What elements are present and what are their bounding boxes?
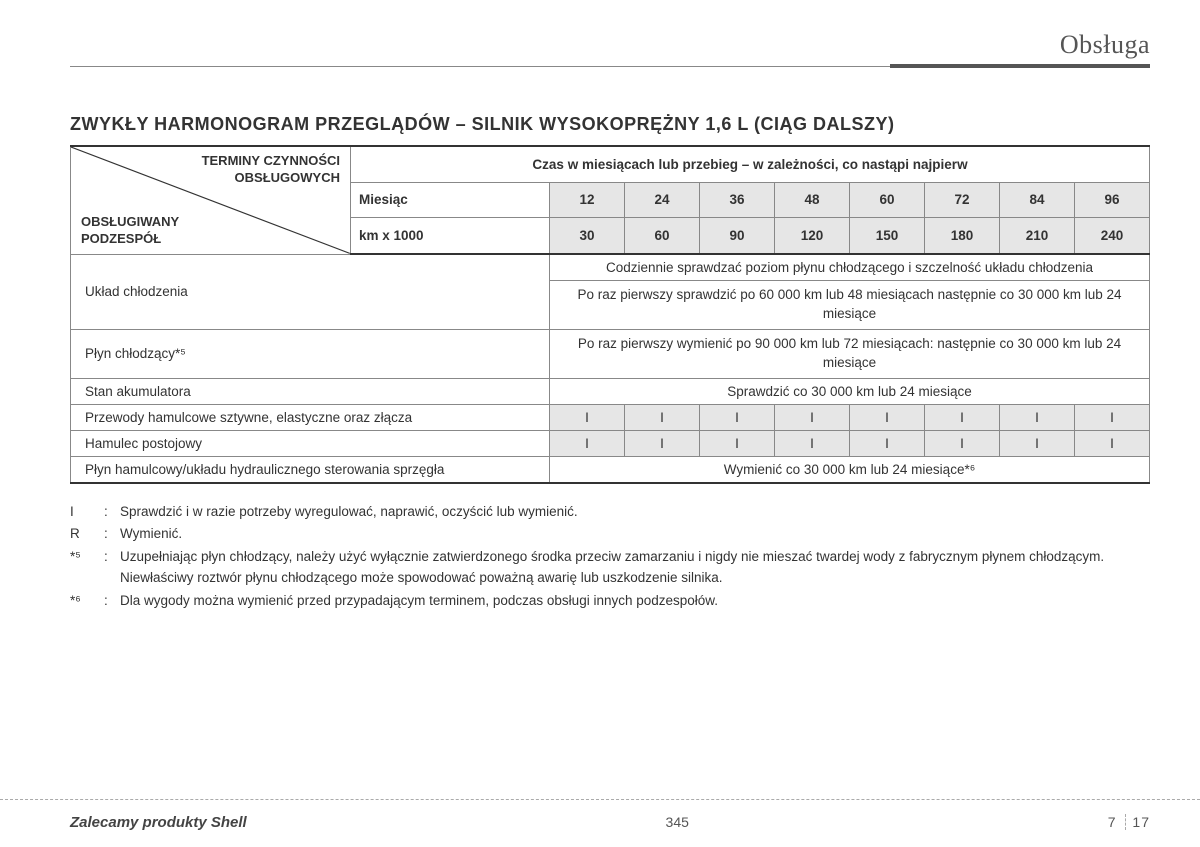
km-col: 30	[550, 218, 625, 254]
check-mark: I	[850, 430, 925, 456]
page-number-section: 7	[1108, 814, 1117, 830]
check-mark: I	[700, 430, 775, 456]
table-title: ZWYKŁY HARMONOGRAM PRZEGLĄDÓW – SILNIK W…	[70, 114, 1150, 135]
component-name: Układ chłodzenia	[71, 254, 550, 329]
page-footer: Zalecamy produkty Shell 345 7 17	[0, 799, 1200, 831]
check-mark: I	[1075, 404, 1150, 430]
month-col: 72	[925, 182, 1000, 218]
component-name: Hamulec postojowy	[71, 430, 550, 456]
km-col: 120	[775, 218, 850, 254]
check-mark: I	[700, 404, 775, 430]
month-row-label: Miesiąc	[351, 182, 550, 218]
component-name: Płyn hamulcowy/układu hydraulicznego ste…	[71, 456, 550, 483]
instruction-text: Po raz pierwszy wymienić po 90 000 km lu…	[550, 329, 1150, 378]
km-col: 150	[850, 218, 925, 254]
check-mark: I	[1075, 430, 1150, 456]
check-mark: I	[850, 404, 925, 430]
diag-bottom-line2: PODZESPÓŁ	[81, 231, 161, 246]
check-mark: I	[625, 430, 700, 456]
km-col: 90	[700, 218, 775, 254]
check-mark: I	[625, 404, 700, 430]
interval-header: Czas w miesiącach lub przebieg – w zależ…	[351, 146, 1150, 182]
note-key: *⁶	[70, 591, 104, 612]
note-text: Sprawdzić i w razie potrzeby wyregulować…	[120, 502, 1150, 523]
footer-brand-note: Zalecamy produkty Shell	[70, 814, 247, 831]
km-col: 240	[1075, 218, 1150, 254]
check-mark: I	[775, 404, 850, 430]
instruction-text: Wymienić co 30 000 km lub 24 miesiące*⁶	[550, 456, 1150, 483]
instruction-text: Po raz pierwszy sprawdzić po 60 000 km l…	[550, 281, 1150, 330]
maintenance-schedule-table: TERMINY CZYNNOŚCI OBSŁUGOWYCH OBSŁUGIWAN…	[70, 145, 1150, 484]
diag-bottom-line1: OBSŁUGIWANY	[81, 214, 179, 229]
page-section-title: Obsługa	[1060, 30, 1150, 59]
check-mark: I	[925, 404, 1000, 430]
month-col: 48	[775, 182, 850, 218]
diag-top-line1: TERMINY CZYNNOŚCI	[202, 153, 340, 168]
component-name: Przewody hamulcowe sztywne, elastyczne o…	[71, 404, 550, 430]
check-mark: I	[550, 430, 625, 456]
check-mark: I	[1000, 404, 1075, 430]
instruction-text: Sprawdzić co 30 000 km lub 24 miesiące	[550, 378, 1150, 404]
km-row-label: km x 1000	[351, 218, 550, 254]
check-mark: I	[1000, 430, 1075, 456]
legend-notes: I : Sprawdzić i w razie potrzeby wyregul…	[70, 502, 1150, 613]
note-text: Uzupełniając płyn chłodzący, należy użyć…	[120, 547, 1150, 589]
component-name: Stan akumulatora	[71, 378, 550, 404]
instruction-text: Codziennie sprawdzać poziom płynu chłodz…	[550, 254, 1150, 281]
check-mark: I	[775, 430, 850, 456]
note-key: I	[70, 502, 104, 523]
month-col: 96	[1075, 182, 1150, 218]
km-col: 180	[925, 218, 1000, 254]
diag-top-line2: OBSŁUGOWYCH	[235, 170, 340, 185]
note-key: R	[70, 524, 104, 545]
page-number-center: 345	[666, 814, 689, 830]
component-name: Płyn chłodzący*⁵	[71, 329, 550, 378]
month-col: 24	[625, 182, 700, 218]
header-rule	[70, 64, 1150, 74]
note-text: Wymienić.	[120, 524, 1150, 545]
note-key: *⁵	[70, 547, 104, 589]
month-col: 60	[850, 182, 925, 218]
diagonal-header-cell: TERMINY CZYNNOŚCI OBSŁUGOWYCH OBSŁUGIWAN…	[71, 146, 351, 254]
month-col: 84	[1000, 182, 1075, 218]
month-col: 12	[550, 182, 625, 218]
check-mark: I	[925, 430, 1000, 456]
note-text: Dla wygody można wymienić przed przypada…	[120, 591, 1150, 612]
check-mark: I	[550, 404, 625, 430]
km-col: 60	[625, 218, 700, 254]
page-number-sub: 17	[1125, 814, 1150, 830]
km-col: 210	[1000, 218, 1075, 254]
month-col: 36	[700, 182, 775, 218]
